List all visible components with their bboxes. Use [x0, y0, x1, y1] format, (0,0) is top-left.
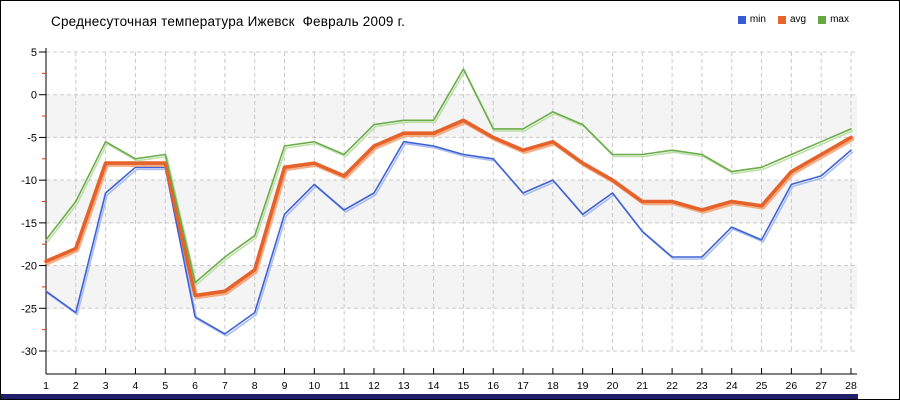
x-tick-label: 19 — [577, 380, 589, 392]
x-tick-label: 24 — [726, 380, 738, 392]
legend-swatch-avg — [777, 15, 786, 24]
x-tick-label: 11 — [339, 380, 350, 392]
x-tick-label: 12 — [368, 380, 380, 392]
x-tick-label: 20 — [607, 380, 619, 392]
x-tick-label: 21 — [636, 380, 648, 392]
x-tick-label: 28 — [845, 380, 857, 392]
bottom-bar — [1, 394, 858, 399]
x-tick-label: 15 — [458, 380, 470, 392]
legend-label: min — [749, 14, 766, 25]
series-line-min — [45, 140, 852, 335]
y-tick-label: -20 — [21, 261, 37, 273]
x-tick-label: 6 — [192, 380, 198, 392]
x-tick-label: 3 — [103, 380, 109, 392]
x-tick-label: 23 — [696, 380, 708, 392]
series-shadow-max — [46, 70, 854, 286]
y-tick-label: 5 — [31, 47, 37, 59]
legend-item-max: max — [818, 14, 849, 25]
legend-label: avg — [789, 14, 807, 25]
legend-item-min: min — [737, 14, 766, 25]
y-tick-label: -25 — [21, 303, 37, 315]
x-tick-label: 22 — [666, 380, 678, 392]
y-tick-label: -15 — [21, 218, 37, 230]
x-tick-label: 26 — [786, 380, 798, 392]
x-tick-label: 1 — [43, 380, 49, 392]
chart-legend: min avg max — [737, 14, 849, 25]
y-tick-label: 0 — [31, 90, 37, 102]
grid-band — [46, 265, 857, 309]
x-tick-label: 5 — [162, 380, 168, 392]
x-tick-label: 8 — [252, 380, 258, 392]
legend-swatch-min — [737, 15, 746, 24]
x-tick-label: 4 — [133, 380, 139, 392]
x-tick-label: 14 — [428, 380, 440, 392]
x-tick-label: 25 — [756, 380, 768, 392]
grid-band — [46, 94, 857, 138]
y-tick-label: -30 — [21, 346, 37, 358]
series-line-avg — [44, 118, 853, 298]
x-tick-label: 27 — [815, 380, 827, 392]
y-tick-label: -10 — [21, 175, 37, 187]
legend-swatch-max — [818, 15, 827, 24]
x-tick-label: 7 — [222, 380, 228, 392]
legend-item-avg: avg — [777, 14, 807, 25]
x-tick-label: 13 — [398, 380, 410, 392]
chart-title: Среднесуточная температура Ижевск Феврал… — [51, 14, 406, 29]
x-tick-label: 18 — [547, 380, 559, 392]
series-line-max — [45, 68, 852, 284]
legend-label: max — [830, 14, 849, 25]
y-tick-label: -5 — [27, 132, 37, 144]
x-tick-label: 16 — [487, 380, 499, 392]
x-tick-label: 17 — [517, 380, 529, 392]
x-tick-label: 10 — [308, 380, 320, 392]
x-tick-label: 9 — [282, 380, 288, 392]
x-tick-label: 2 — [73, 380, 79, 392]
